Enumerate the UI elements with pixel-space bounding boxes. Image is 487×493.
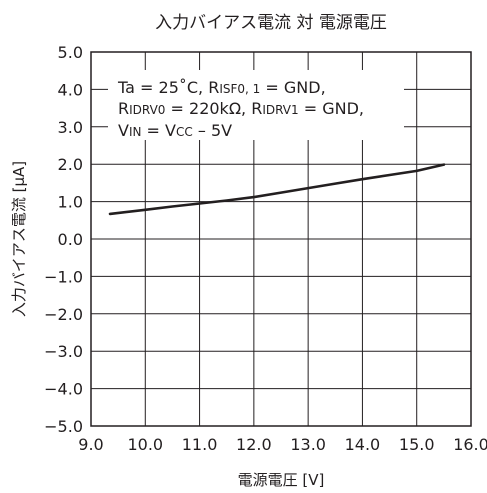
y-axis-label: 入力バイアス電流 [μA] xyxy=(10,161,28,317)
y-tick-label: 1.0 xyxy=(58,193,83,212)
y-tick-label: −1.0 xyxy=(44,267,83,286)
y-tick-label: −3.0 xyxy=(44,342,83,361)
x-tick-label: 9.0 xyxy=(78,435,103,454)
y-tick-label: −4.0 xyxy=(44,380,83,399)
annotation-line-3: VIN = VCC – 5V xyxy=(118,121,232,140)
chart-title: 入力バイアス電流 対 電源電圧 xyxy=(155,13,387,33)
x-tick-label: 14.0 xyxy=(345,435,381,454)
x-tick-label: 10.0 xyxy=(127,435,163,454)
x-tick-label: 16.0 xyxy=(453,435,487,454)
y-tick-label: 2.0 xyxy=(58,155,83,174)
x-axis-label: 電源電圧 [V] xyxy=(238,471,325,489)
annotation-box xyxy=(108,70,404,140)
y-tick-label: 0.0 xyxy=(58,230,83,249)
y-tick-labels: 5.0 4.0 3.0 2.0 1.0 0.0 −1.0 −2.0 −3.0 −4.0 −5.0 xyxy=(44,43,83,436)
y-tick-label: 4.0 xyxy=(58,80,83,99)
annotation-line-1: Ta = 25˚C, RISF0, 1 = GND, xyxy=(117,78,326,97)
x-tick-label: 15.0 xyxy=(399,435,435,454)
x-tick-label: 11.0 xyxy=(182,435,218,454)
x-tick-label: 13.0 xyxy=(290,435,326,454)
y-tick-label: 3.0 xyxy=(58,118,83,137)
annotation-line-2: RIDRV0 = 220kΩ, RIDRV1 = GND, xyxy=(118,99,364,118)
x-tick-label: 12.0 xyxy=(236,435,272,454)
y-tick-label: −2.0 xyxy=(44,305,83,324)
y-tick-label: 5.0 xyxy=(58,43,83,62)
x-tick-labels: 9.0 10.0 11.0 12.0 13.0 14.0 15.0 16.0 xyxy=(78,435,487,454)
y-tick-label: −5.0 xyxy=(44,417,83,436)
series-line xyxy=(108,163,446,216)
